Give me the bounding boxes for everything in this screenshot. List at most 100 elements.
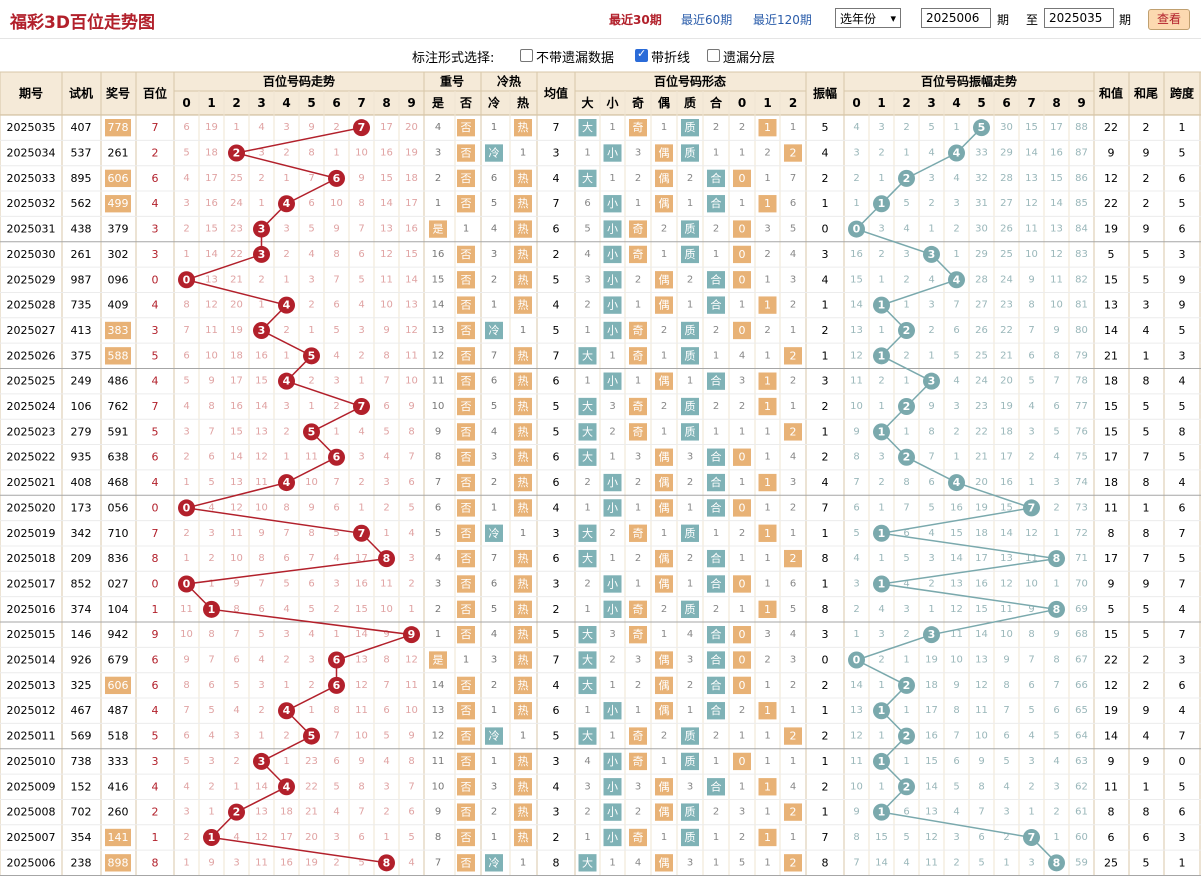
amp-miss-value: 2: [903, 629, 909, 640]
amp-miss-value: 10: [1025, 249, 1038, 260]
shape-tag-text: 合: [711, 627, 722, 641]
amp-miss-value: 27: [975, 300, 988, 311]
shape-tag: [707, 778, 725, 796]
trend-miss-value: 2: [283, 426, 289, 437]
amp-miss-value: 30: [975, 224, 988, 235]
option-no-miss-checkbox[interactable]: [520, 49, 533, 62]
shape-tag-text: 奇: [633, 400, 644, 413]
trend-miss-value: 7: [208, 655, 214, 666]
shape-tag: [629, 245, 647, 264]
query-button[interactable]: 查看: [1148, 9, 1190, 30]
trend-miss-value: 23: [305, 756, 318, 767]
amp-miss-value: 2: [953, 224, 959, 235]
hot-tag-text: 热: [518, 273, 529, 286]
shape-miss: 1: [764, 680, 770, 691]
trend-miss-value: 5: [358, 857, 364, 868]
hot-tag-text: 热: [518, 121, 529, 134]
trend-miss-value: 5: [208, 705, 214, 716]
sum-cell: 15: [1104, 400, 1118, 413]
amp-miss-value: 10: [1000, 629, 1013, 640]
option-polyline-checkbox[interactable]: [635, 47, 648, 62]
trend-miss-value: 14: [205, 249, 218, 260]
shape-miss: 1: [739, 604, 745, 615]
amp-miss-value: 1: [1053, 578, 1059, 589]
header-trend-digit: 3: [257, 96, 265, 110]
coldhot-miss: 3: [491, 452, 497, 463]
shape-tag-text: 小: [607, 806, 618, 819]
hundreds-ball: [353, 524, 370, 542]
amp-miss-value: 75: [1075, 452, 1088, 463]
year-select[interactable]: 选年份: [835, 8, 901, 29]
amp-miss-value: 16: [950, 502, 963, 513]
trend-miss-value: 5: [233, 680, 239, 691]
trial-cell: 325: [71, 679, 92, 692]
amp-ball-digit: 8: [1053, 856, 1061, 869]
option-no-miss-label[interactable]: 不带遗漏数据: [536, 51, 615, 66]
sum-cell: 25: [1104, 856, 1118, 869]
shape-tag-text: 偶: [659, 552, 670, 565]
amp-miss-value: 5: [953, 350, 959, 361]
repeat-miss: 13: [432, 325, 445, 336]
trend-miss-value: 17: [230, 376, 243, 387]
trend-miss-value: 17: [405, 198, 418, 209]
shape-miss: 1: [584, 148, 590, 159]
shape-miss: 2: [790, 502, 796, 513]
repeat-miss: 10: [432, 781, 445, 792]
shape-miss: 1: [764, 578, 770, 589]
option-polyline-label[interactable]: 带折线: [651, 51, 691, 66]
trend-miss-value: 8: [258, 553, 264, 564]
shape-tag-text: 奇: [633, 730, 644, 743]
trend-miss-value: 5: [308, 604, 314, 615]
avg-cell: 3: [553, 755, 560, 768]
trend-miss-value: 2: [333, 604, 339, 615]
shape-miss: 1: [790, 528, 796, 539]
tail-cell: 5: [1143, 628, 1150, 641]
coldhot-miss: 3: [491, 655, 497, 666]
top-bar: 福彩3D百位走势图 最近30期 最近60期 最近120期 选年份 2025006…: [0, 0, 1201, 39]
shape-tag: [578, 524, 597, 542]
hundreds-ball-digit: 3: [258, 223, 266, 236]
trend-miss-value: 16: [405, 224, 418, 235]
trend-miss-value: 11: [380, 274, 393, 285]
hundreds-ball-digit: 0: [183, 273, 191, 286]
trend-miss-value: 7: [383, 680, 389, 691]
shape-tag: [758, 119, 777, 137]
shape-miss: 2: [635, 274, 641, 285]
hundreds-ball: [278, 296, 295, 314]
repeat-tag-text: 否: [461, 299, 472, 312]
repeat-tag: [457, 169, 475, 188]
repeat-tag: [457, 828, 475, 847]
avg-cell: 6: [553, 375, 560, 388]
amp-miss-value: 2: [853, 604, 859, 615]
hundreds-ball: [378, 854, 395, 872]
shape-miss: 1: [790, 705, 796, 716]
amp-miss-value: 7: [953, 731, 959, 742]
amp-miss-value: 5: [853, 528, 859, 539]
repeat-tag-text: 否: [461, 248, 472, 261]
amp-miss-value: 4: [953, 376, 959, 387]
period-to-input[interactable]: 2025035: [1044, 8, 1114, 28]
range-link-30[interactable]: 最近30期: [609, 13, 662, 27]
option-miss-layer-checkbox[interactable]: [707, 49, 720, 62]
period-from-input[interactable]: 2025006: [921, 8, 991, 28]
option-miss-layer-label[interactable]: 遗漏分层: [723, 51, 776, 66]
shape-miss: 1: [661, 350, 667, 361]
shape-tag: [784, 144, 802, 162]
amp-miss-value: 4: [928, 148, 934, 159]
hundreds-ball-digit: 3: [258, 755, 266, 768]
range-link-60[interactable]: 最近60期: [681, 13, 733, 27]
avg-cell: 5: [553, 425, 560, 438]
trend-miss-value: 16: [355, 578, 368, 589]
shape-tag-text: 大: [582, 171, 593, 185]
amp-miss-value: 7: [1053, 376, 1059, 387]
trend-miss-value: 14: [255, 401, 268, 412]
shape-tag-text: 质: [685, 400, 696, 413]
shape-miss: 2: [790, 376, 796, 387]
trend-miss-value: 2: [283, 249, 289, 260]
coldhot-miss: 6: [491, 376, 497, 387]
header-amp: 振幅: [813, 86, 837, 101]
shape-tag: [603, 372, 622, 390]
avg-cell: 4: [553, 679, 560, 692]
shape-miss: 2: [739, 705, 745, 716]
range-link-120[interactable]: 最近120期: [753, 13, 812, 27]
